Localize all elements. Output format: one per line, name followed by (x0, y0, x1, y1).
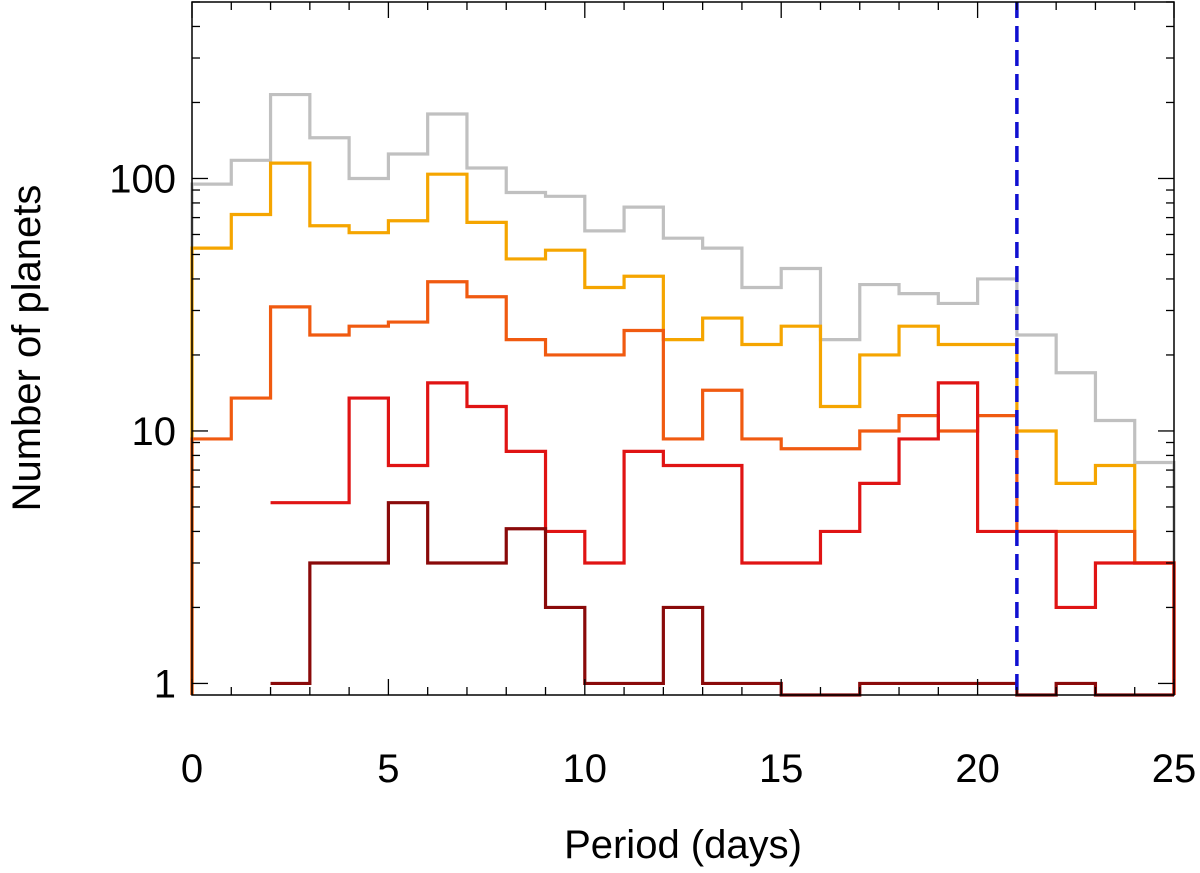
series-grey (190, 92, 1176, 695)
series-orange (190, 161, 1176, 695)
x-tick-label: 15 (759, 747, 804, 791)
x-tick-label: 0 (181, 747, 203, 791)
plot-frame (191, 1, 1175, 696)
x-tick-label: 25 (1152, 747, 1197, 791)
x-axis-label: Period (days) (564, 823, 802, 867)
y-tick-label: 1 (154, 662, 176, 706)
x-tick-label: 10 (563, 747, 608, 791)
y-tick-label: 10 (132, 410, 177, 454)
x-tick-label: 5 (377, 747, 399, 791)
y-tick-label: 100 (109, 157, 176, 201)
x-tick-label: 20 (955, 747, 1000, 791)
series-red (270, 381, 1176, 695)
y-axis-label: Number of planets (5, 185, 49, 512)
series-dark-orange (190, 280, 1176, 695)
